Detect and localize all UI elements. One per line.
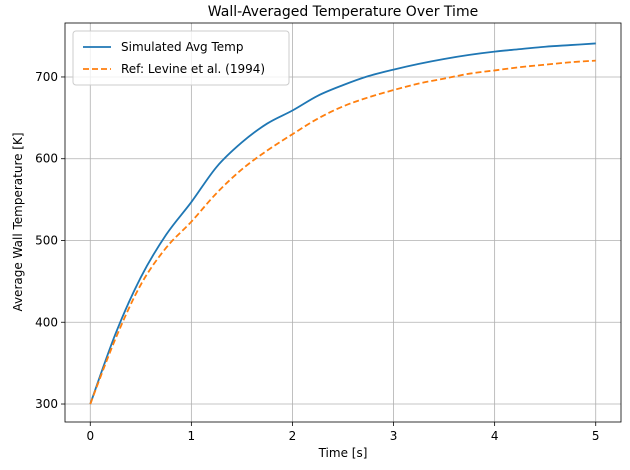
x-tick-label: 2: [289, 429, 297, 443]
legend-label: Simulated Avg Temp: [121, 40, 243, 54]
legend-box: [72, 30, 290, 86]
y-tick-label: 600: [35, 152, 58, 166]
legend: Simulated Avg Temp Ref: Levine et al. (19…: [72, 30, 290, 86]
y-tick-label: 700: [35, 70, 58, 84]
y-tick-label: 400: [35, 315, 58, 329]
x-tick-label: 4: [491, 429, 499, 443]
chart-title: Wall-Averaged Temperature Over Time: [208, 4, 478, 20]
legend-label: Ref: Levine et al. (1994): [121, 62, 265, 76]
x-tick-label: 5: [592, 429, 600, 443]
y-axis-label: Average Wall Temperature [K]: [11, 132, 25, 311]
series-line-1: [89, 42, 596, 405]
x-tick-label: 0: [86, 429, 94, 443]
y-tick-label: 300: [35, 397, 58, 411]
x-axis-label: Time [s]: [318, 446, 368, 460]
ticks: 0 1 2 3 4 5 300 400 500 600 700: [35, 70, 599, 443]
series-layer: [89, 42, 596, 405]
plot-frame: [64, 22, 622, 423]
series-line-2: [89, 59, 596, 405]
x-tick-label: 3: [390, 429, 398, 443]
y-tick-label: 500: [35, 233, 58, 247]
x-tick-label: 1: [188, 429, 196, 443]
